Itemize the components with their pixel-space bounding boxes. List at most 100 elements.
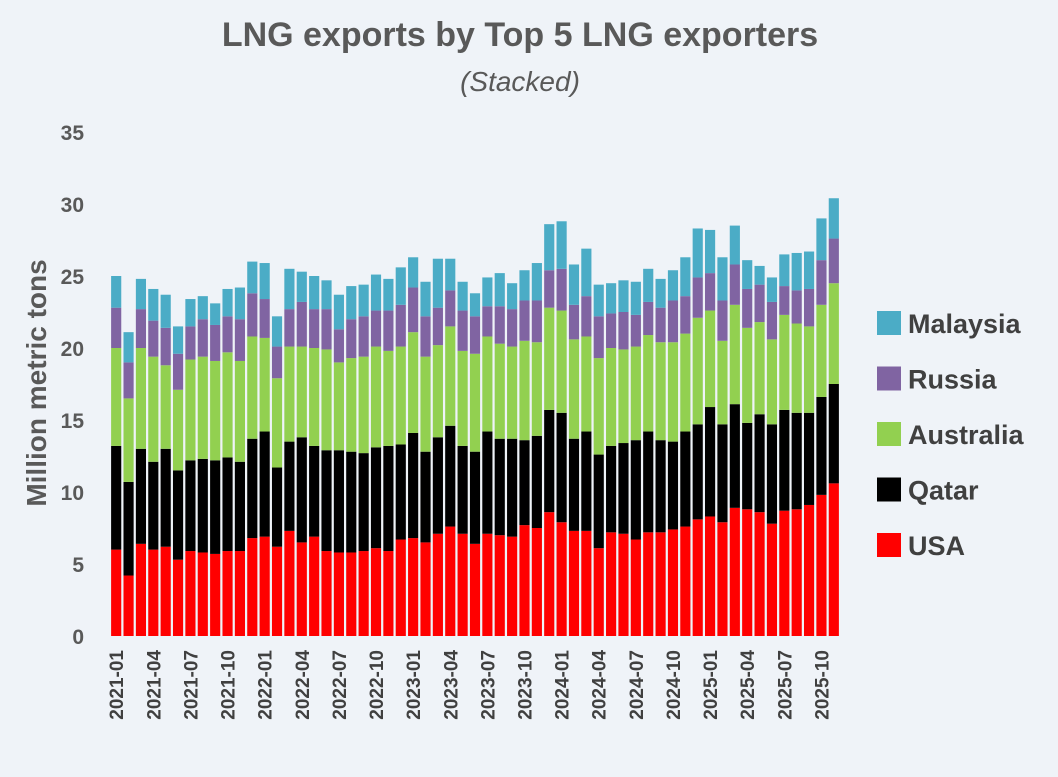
bar-qatar-2024-11: [680, 431, 691, 527]
bar-russia-2023-11: [531, 300, 542, 343]
bar-qatar-2021-09: [210, 460, 221, 554]
chart-subtitle: (Stacked): [460, 66, 580, 97]
bar-russia-2025-04: [742, 288, 753, 328]
bar-australia-2024-03: [581, 336, 592, 432]
bar-usa-2025-07: [779, 510, 790, 636]
bar-malaysia-2023-05: [457, 281, 468, 311]
bar-qatar-2023-10: [519, 440, 530, 526]
bar-australia-2023-05: [457, 350, 468, 446]
legend-label-russia: Russia: [908, 365, 998, 395]
bar-malaysia-2021-04: [148, 288, 159, 321]
bar-australia-2023-03: [432, 345, 443, 438]
bar-usa-2023-08: [494, 535, 505, 636]
bar-australia-2024-01: [556, 310, 567, 413]
bar-australia-2024-05: [606, 348, 617, 446]
x-tick-label: 2021-04: [144, 650, 165, 720]
bar-usa-2024-12: [692, 519, 703, 636]
bar-malaysia-2022-04: [296, 271, 307, 302]
bar-australia-2021-09: [210, 360, 221, 461]
bar-usa-2022-02: [271, 546, 283, 636]
bar-qatar-2025-07: [779, 409, 790, 511]
bar-malaysia-2024-08: [643, 268, 654, 302]
bar-qatar-2023-04: [445, 425, 456, 527]
bar-russia-2024-07: [630, 314, 641, 347]
bar-australia-2023-06: [469, 353, 481, 452]
bar-malaysia-2025-10: [816, 218, 827, 261]
bar-australia-2024-06: [618, 349, 629, 444]
bar-usa-2021-06: [172, 559, 184, 636]
bar-usa-2023-07: [482, 533, 493, 636]
bar-malaysia-2024-03: [581, 248, 592, 297]
bar-qatar-2024-08: [643, 431, 654, 533]
bar-usa-2024-01: [556, 522, 567, 636]
x-tick-label: 2025-04: [738, 650, 759, 720]
bar-usa-2025-06: [766, 523, 778, 636]
bar-russia-2024-11: [680, 296, 691, 334]
bar-australia-2022-07: [333, 362, 344, 451]
bar-qatar-2023-05: [457, 445, 468, 534]
bar-australia-2022-09: [358, 356, 369, 454]
bar-australia-2022-11: [383, 350, 394, 446]
bar-russia-2024-04: [593, 316, 604, 359]
bar-qatar-2023-11: [531, 435, 542, 528]
x-tick-label: 2024-01: [553, 650, 574, 720]
bar-qatar-2023-03: [432, 437, 443, 534]
bar-russia-2021-01: [111, 307, 122, 348]
bar-usa-2023-03: [432, 533, 443, 636]
bar-australia-2025-11: [828, 283, 839, 384]
bar-australia-2022-05: [309, 348, 320, 446]
bar-qatar-2021-02: [123, 481, 134, 576]
legend-swatch-qatar: [877, 477, 901, 502]
bar-russia-2023-09: [507, 309, 518, 347]
bar-usa-2025-04: [742, 509, 753, 636]
bar-malaysia-2022-08: [346, 286, 357, 320]
bar-qatar-2025-04: [742, 422, 753, 510]
x-tick-label: 2023-10: [516, 650, 537, 720]
bar-qatar-2021-10: [222, 457, 233, 552]
bar-usa-2022-05: [309, 536, 320, 636]
bar-malaysia-2025-06: [766, 277, 778, 302]
bar-australia-2023-10: [519, 340, 530, 441]
bar-qatar-2021-11: [234, 461, 245, 552]
chart-title: LNG exports by Top 5 LNG exporters: [221, 16, 819, 54]
bar-russia-2023-01: [408, 287, 419, 333]
bar-usa-2024-07: [630, 539, 641, 636]
bar-malaysia-2024-09: [655, 278, 666, 308]
bar-russia-2023-06: [469, 316, 481, 354]
x-tick-label: 2024-10: [664, 650, 685, 720]
bar-russia-2021-06: [172, 353, 184, 390]
bar-usa-2023-04: [445, 526, 456, 636]
bar-australia-2021-08: [197, 356, 208, 459]
bar-australia-2023-07: [482, 336, 493, 432]
y-tick-label: 30: [61, 194, 84, 217]
bar-qatar-2022-08: [346, 451, 357, 553]
bar-russia-2022-06: [321, 309, 332, 350]
bar-russia-2022-10: [370, 310, 382, 347]
bar-australia-2025-07: [779, 314, 790, 410]
bar-australia-2025-02: [717, 340, 728, 425]
x-tick-label: 2023-07: [478, 650, 499, 720]
bar-usa-2025-09: [803, 504, 815, 636]
bar-russia-2025-05: [754, 284, 765, 323]
bar-australia-2023-12: [544, 307, 555, 410]
x-tick-label: 2024-04: [590, 650, 611, 720]
bar-russia-2022-12: [395, 304, 406, 347]
bar-usa-2023-06: [469, 543, 481, 636]
bar-usa-2025-10: [816, 494, 827, 636]
bar-qatar-2021-12: [247, 438, 258, 539]
bar-malaysia-2022-07: [333, 294, 344, 330]
bar-usa-2025-05: [754, 512, 765, 636]
bar-usa-2025-11: [828, 483, 839, 636]
x-tick-label: 2024-07: [627, 650, 648, 720]
bar-australia-2022-08: [346, 358, 357, 452]
bar-malaysia-2021-10: [222, 288, 233, 317]
bar-russia-2021-04: [148, 320, 159, 357]
bar-qatar-2025-09: [803, 412, 815, 505]
bar-qatar-2025-10: [816, 396, 827, 495]
bar-australia-2024-08: [643, 335, 654, 432]
bar-australia-2022-12: [395, 346, 406, 445]
bar-malaysia-2022-03: [284, 268, 295, 310]
bar-malaysia-2025-01: [705, 229, 716, 274]
